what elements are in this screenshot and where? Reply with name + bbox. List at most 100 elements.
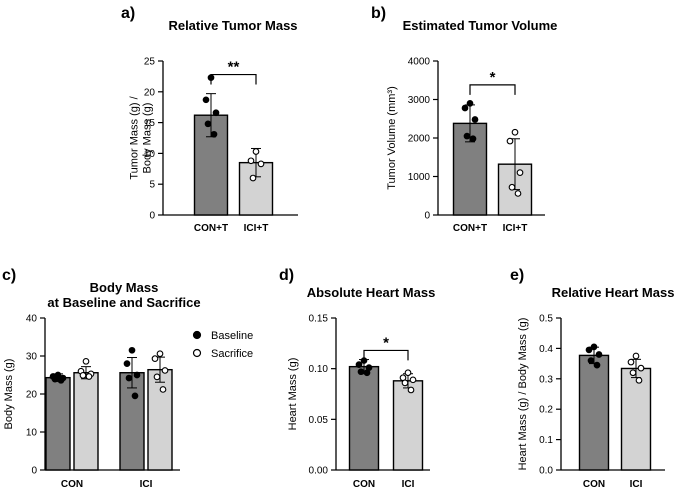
legend-marker xyxy=(192,348,202,358)
chart-title: Absolute Heart Mass xyxy=(307,285,436,300)
data-point xyxy=(404,369,412,377)
x-category-label: CON xyxy=(353,479,375,490)
y-tick-label: 0.4 xyxy=(539,344,553,355)
y-tick-label: 30 xyxy=(26,352,38,363)
y-tick-label: 0 xyxy=(149,211,155,222)
bar xyxy=(392,380,424,471)
panel-b: b) Estimated Tumor Volume 0 1000 2000 3000 400… xyxy=(371,5,557,234)
data-point xyxy=(463,132,471,140)
y-tick-label: 0 xyxy=(424,211,430,222)
y-tick-label: 0.1 xyxy=(539,435,553,446)
data-point xyxy=(249,174,257,182)
data-point xyxy=(125,374,133,382)
data-point xyxy=(159,386,167,393)
y-tick-label: 10 xyxy=(26,428,38,439)
data-point xyxy=(202,96,210,104)
data-point xyxy=(123,360,131,367)
chart-title: at Baseline and Sacrifice xyxy=(47,295,200,310)
y-tick-label: 0.15 xyxy=(309,314,329,325)
significance-bracket xyxy=(210,73,257,85)
data-point xyxy=(363,369,371,377)
data-point xyxy=(585,346,593,354)
data-point xyxy=(407,386,415,394)
data-point xyxy=(128,346,136,354)
data-point xyxy=(252,148,260,155)
data-point xyxy=(632,352,640,360)
legend-marker xyxy=(192,330,202,340)
y-tick-label: 1000 xyxy=(408,172,431,183)
data-point xyxy=(506,137,514,145)
y-tick-label: 0.0 xyxy=(539,466,553,477)
data-point xyxy=(85,373,93,380)
data-point xyxy=(161,367,169,374)
panel-label: e) xyxy=(510,267,524,284)
y-tick-label: 0.5 xyxy=(539,314,553,325)
y-tick-label: 5 xyxy=(149,180,155,191)
significance-bracket xyxy=(469,84,516,95)
data-point xyxy=(635,376,643,384)
y-axis-label: Heart Mass (g) / Body Mass (g) xyxy=(517,318,529,471)
data-point xyxy=(466,99,474,107)
data-point xyxy=(587,357,595,364)
data-point xyxy=(212,109,220,117)
x-category-label: ICI+T xyxy=(244,223,269,234)
data-point xyxy=(247,157,255,165)
x-category-label: CON+T xyxy=(194,223,228,234)
data-point xyxy=(511,128,519,136)
panel-label: d) xyxy=(279,267,294,284)
legend-label: Baseline xyxy=(211,330,253,342)
y-tick-label: 0.2 xyxy=(539,405,553,416)
x-category-label: CON+T xyxy=(453,223,487,234)
y-tick-label: 2000 xyxy=(408,134,431,145)
x-category-label: ICI xyxy=(402,479,415,490)
y-tick-label: 20 xyxy=(144,87,156,98)
data-point xyxy=(79,372,87,379)
data-point xyxy=(627,358,635,366)
y-tick-label: 40 xyxy=(26,314,38,325)
y-axis-label: Body Mass (g) xyxy=(142,103,154,174)
data-point xyxy=(593,361,601,369)
x-category-label: ICI xyxy=(630,479,643,490)
data-point xyxy=(151,355,159,363)
data-point xyxy=(637,364,645,372)
bar xyxy=(578,354,610,471)
chart-title: Relative Tumor Mass xyxy=(168,18,297,33)
data-point xyxy=(461,104,469,112)
data-point xyxy=(355,361,363,368)
data-point xyxy=(409,376,417,384)
chart-title: Relative Heart Mass xyxy=(552,285,675,300)
data-point xyxy=(595,351,603,358)
significance-label: ** xyxy=(228,59,240,76)
data-point xyxy=(57,376,65,384)
x-category-label: ICI xyxy=(140,479,153,490)
y-tick-label: 0.05 xyxy=(309,415,329,426)
y-tick-label: 0.00 xyxy=(309,466,329,477)
data-point xyxy=(156,350,164,358)
x-category-label: CON xyxy=(583,479,605,490)
y-tick-label: 20 xyxy=(26,390,38,401)
data-point xyxy=(357,368,365,376)
significance-label: * xyxy=(383,334,389,351)
data-point xyxy=(516,169,524,176)
y-axis-label: Body Mass (g) xyxy=(3,359,15,430)
significance-bracket xyxy=(363,349,409,361)
y-tick-label: 15 xyxy=(144,118,156,129)
data-point xyxy=(204,120,212,128)
bar xyxy=(147,368,173,471)
data-point xyxy=(514,190,522,197)
bar xyxy=(119,372,145,471)
data-point xyxy=(133,371,141,379)
panel-label: b) xyxy=(371,5,386,22)
data-point xyxy=(131,392,139,400)
y-axis-label: Tumor Volume (mm³) xyxy=(386,86,398,190)
panel-e: e) Relative Heart Mass 0.0 0.1 0.2 0.3 0.4 0.5 H… xyxy=(510,267,674,490)
y-tick-label: 25 xyxy=(144,57,156,68)
data-point xyxy=(401,379,409,387)
x-category-label: ICI+T xyxy=(503,223,528,234)
data-point xyxy=(471,116,479,123)
y-tick-label: 10 xyxy=(144,149,156,160)
panel-label: a) xyxy=(121,5,135,22)
legend-label: Sacrifice xyxy=(211,348,253,360)
data-point xyxy=(210,130,218,138)
